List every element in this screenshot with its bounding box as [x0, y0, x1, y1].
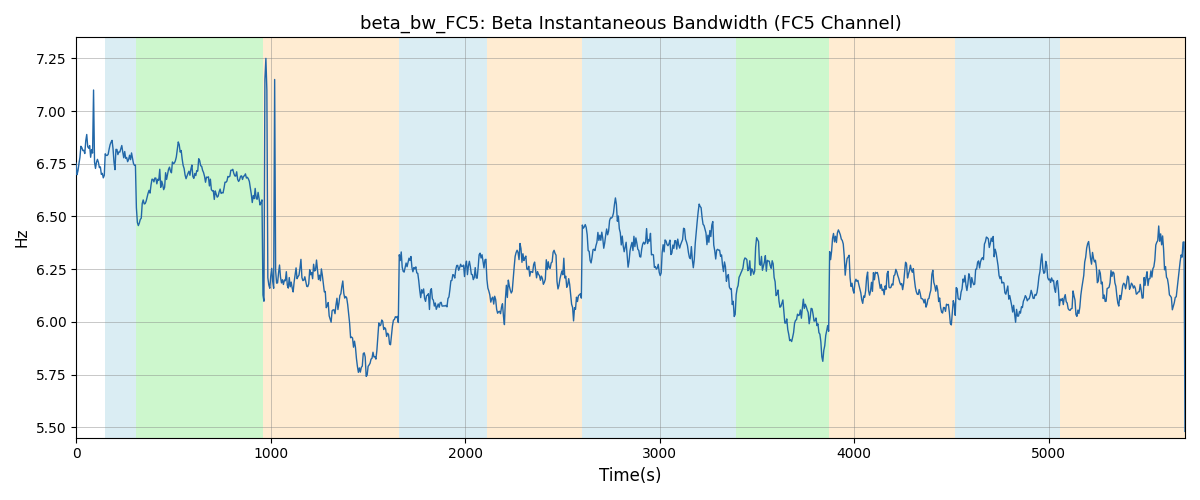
Title: beta_bw_FC5: Beta Instantaneous Bandwidth (FC5 Channel): beta_bw_FC5: Beta Instantaneous Bandwidt… — [360, 15, 901, 34]
Bar — [263, 38, 398, 438]
Bar — [106, 38, 137, 438]
Bar — [955, 38, 1061, 438]
Bar — [137, 38, 263, 438]
Bar — [486, 38, 582, 438]
Bar — [398, 38, 486, 438]
Y-axis label: Hz: Hz — [14, 228, 30, 248]
Bar — [829, 38, 868, 438]
Bar — [582, 38, 736, 438]
Bar — [868, 38, 955, 438]
Bar — [1061, 38, 1184, 438]
Bar — [736, 38, 829, 438]
X-axis label: Time(s): Time(s) — [599, 467, 661, 485]
